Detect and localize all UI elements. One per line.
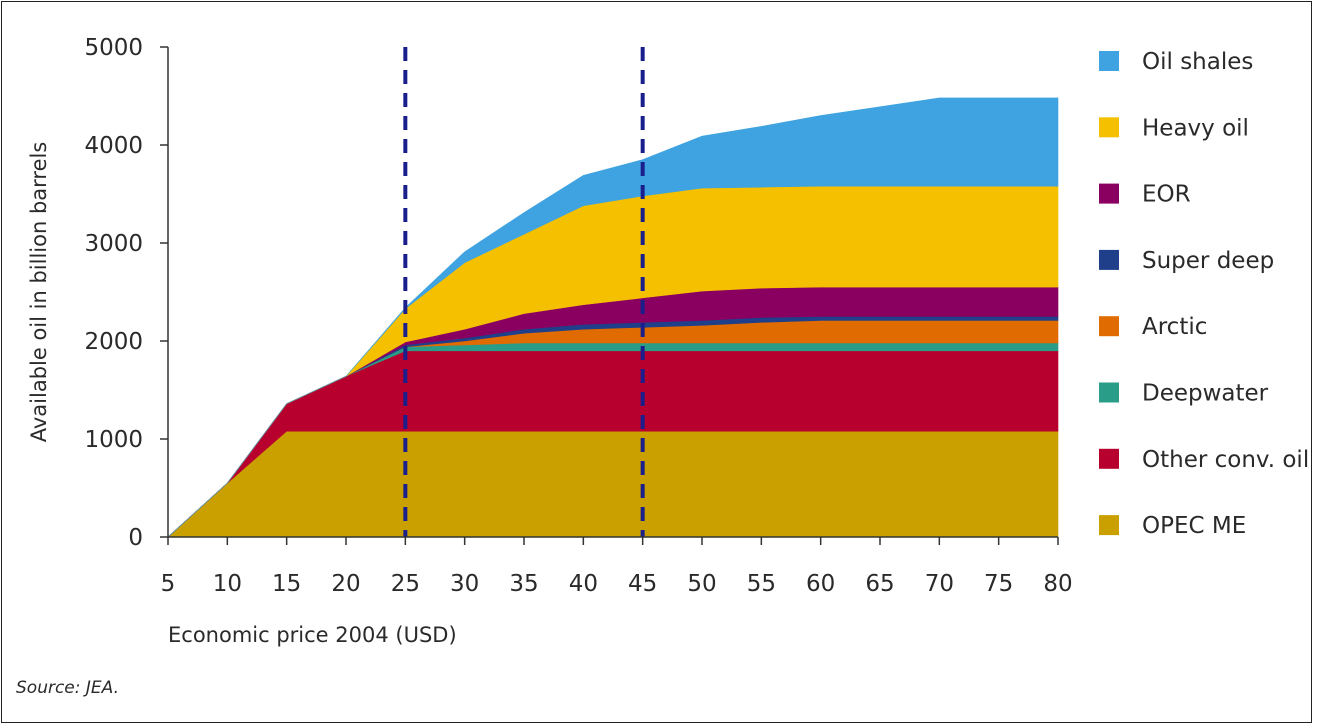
y-tick-label: 0 [128,525,143,551]
x-tick-label: 50 [687,571,716,597]
x-tick-label: 60 [806,571,835,597]
x-axis-label: Economic price 2004 (USD) [168,623,457,647]
legend-swatch-oil-shales [1099,51,1119,71]
y-tick-label: 3000 [84,231,143,257]
x-tick-label: 10 [213,571,242,597]
y-tick-label: 4000 [84,133,143,159]
x-tick-label: 25 [391,571,420,597]
legend-label-other-conv-oil: Other conv. oil [1142,447,1309,473]
area-oil-shales [167,97,1059,538]
legend-swatch-deepwater [1099,382,1119,403]
legend-swatch-arctic [1099,316,1119,337]
x-tick-label: 75 [984,571,1013,597]
y-ticks-layer: 0 1000 2000 3000 4000 5000 [84,35,168,551]
vertical-lines-layer [403,47,645,537]
x-tick-label: 45 [628,571,657,597]
axes-layer [167,47,1058,538]
legend-label-opec-me: OPEC ME [1142,513,1246,539]
x-tick-label: 55 [747,571,776,597]
x-tick-label: 20 [331,571,360,597]
area-opec-me [167,430,1059,538]
legend-label-deepwater: Deepwater [1142,381,1269,407]
x-tick-label: 5 [161,571,176,597]
legend-swatch-eor [1099,183,1119,204]
x-tick-label: 80 [1043,571,1072,597]
x-tick-label: 70 [925,571,954,597]
legend-swatch-other-conv-oil [1099,448,1119,469]
legend-label-arctic: Arctic [1142,314,1207,340]
legend-swatch-heavy-oil [1099,117,1119,138]
x-ticks-layer: 5 10 15 20 25 30 35 40 45 50 55 60 65 70 75 80 [161,537,1073,597]
source-note: Source: JEA. [16,678,119,698]
legend-swatch-super-deep [1099,249,1119,270]
x-tick-label: 30 [450,571,479,597]
legend-label-oil-shales: Oil shales [1142,49,1253,75]
legend-label-super-deep: Super deep [1142,248,1274,274]
x-tick-label: 35 [509,571,538,597]
legend: Oil shales Heavy oil EOR Super deep Arctic De… [1099,49,1309,539]
x-tick-label: 15 [272,571,301,597]
y-tick-label: 2000 [84,329,143,355]
legend-swatch-opec-me [1099,515,1119,536]
x-tick-label: 40 [569,571,598,597]
y-axis-label: Available oil in billion barrels [27,142,51,443]
x-tick-label: 65 [865,571,894,597]
legend-label-eor: EOR [1142,182,1191,208]
areas-layer [167,97,1059,538]
y-tick-label: 1000 [84,427,143,453]
legend-label-heavy-oil: Heavy oil [1142,115,1249,141]
y-tick-label: 5000 [84,35,143,61]
